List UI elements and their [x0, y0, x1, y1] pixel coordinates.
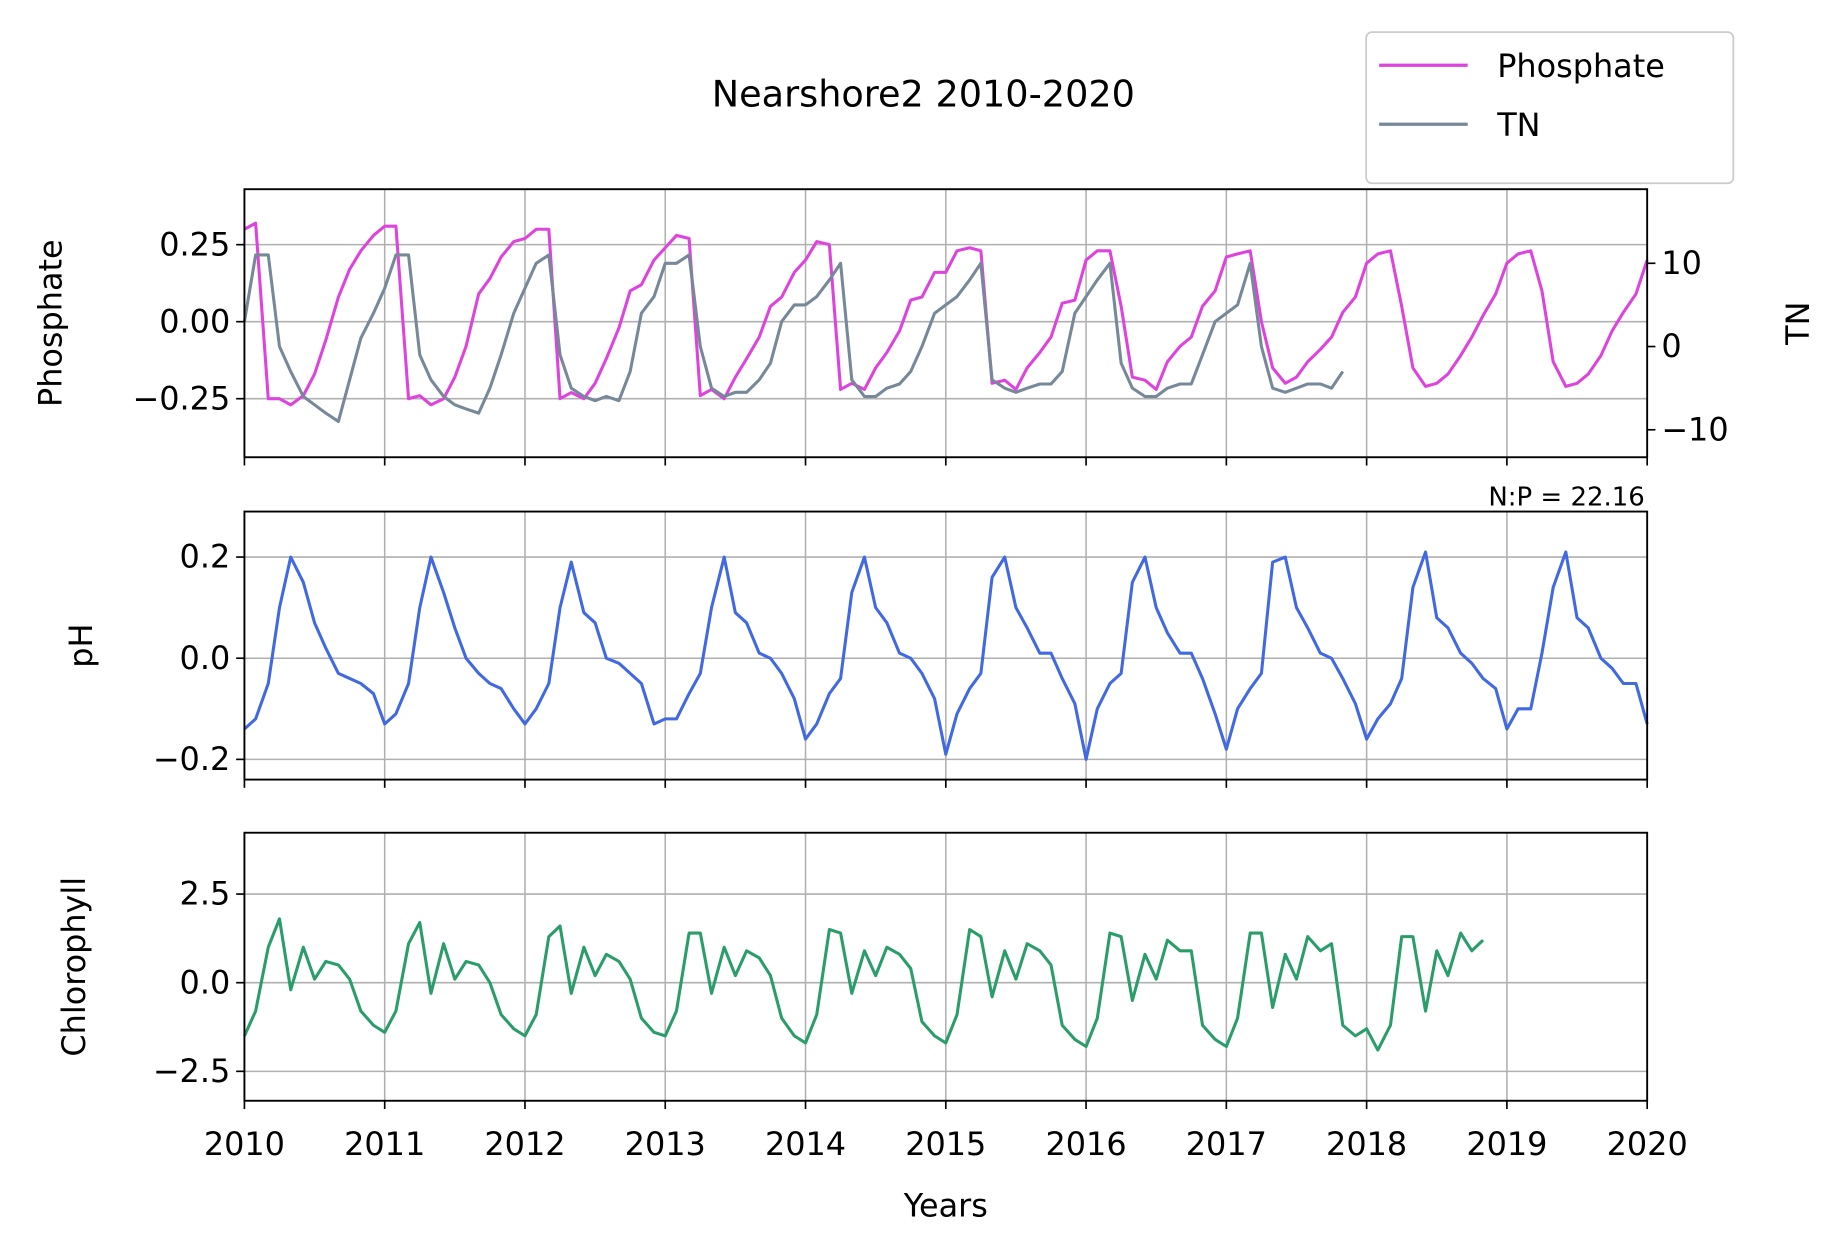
y-tick-label: −2.5	[153, 1052, 230, 1090]
y2-tick-label: −10	[1661, 410, 1728, 448]
x-axis-label: Years	[903, 1186, 988, 1224]
plot-frame	[243, 188, 1649, 459]
series-line	[243, 550, 1649, 761]
y-tick-label: 0.0	[180, 963, 231, 1001]
y-tick-label: 0.0	[180, 639, 231, 677]
y-axis-label: Phosphate	[31, 239, 69, 407]
annotation: N:P = 22.16	[1488, 483, 1644, 513]
legend-box	[1365, 31, 1735, 185]
y-tick-label: 0.2	[180, 538, 231, 576]
series-line	[242, 253, 1345, 423]
x-tick-label: 2016	[1046, 1125, 1127, 1163]
y-tick-label: 0.00	[159, 302, 230, 340]
y2-tick-label: 0	[1661, 327, 1681, 365]
y-tick-label: −0.25	[133, 379, 231, 417]
series-line	[243, 221, 1649, 407]
y-axis-label: pH	[62, 623, 100, 667]
x-tick-label: 2019	[1466, 1125, 1547, 1163]
x-tick-label: 2010	[204, 1125, 285, 1163]
y-tick-label: 0.25	[159, 225, 230, 263]
y-tick-label: −0.2	[153, 740, 230, 778]
plot-frame	[243, 510, 1649, 781]
x-tick-label: 2015	[905, 1125, 986, 1163]
x-tick-label: 2017	[1186, 1125, 1267, 1163]
chart-title: Nearshore2 2010-2020	[712, 73, 1135, 116]
x-tick-label: 2012	[484, 1125, 565, 1163]
x-tick-label: 2020	[1607, 1125, 1688, 1163]
legend-label: Phosphate	[1497, 47, 1665, 85]
x-tick-label: 2013	[625, 1125, 706, 1163]
plot-frame	[243, 831, 1649, 1102]
legend-label: TN	[1496, 106, 1540, 144]
x-tick-label: 2018	[1326, 1125, 1407, 1163]
y-axis-label: Chlorophyll	[55, 877, 93, 1057]
y2-axis-label: TN	[1779, 302, 1817, 346]
x-tick-label: 2011	[344, 1125, 425, 1163]
x-tick-label: 2014	[765, 1125, 846, 1163]
y-tick-label: 2.5	[180, 875, 231, 913]
y2-tick-label: 10	[1661, 244, 1702, 282]
series-line	[243, 917, 1485, 1052]
